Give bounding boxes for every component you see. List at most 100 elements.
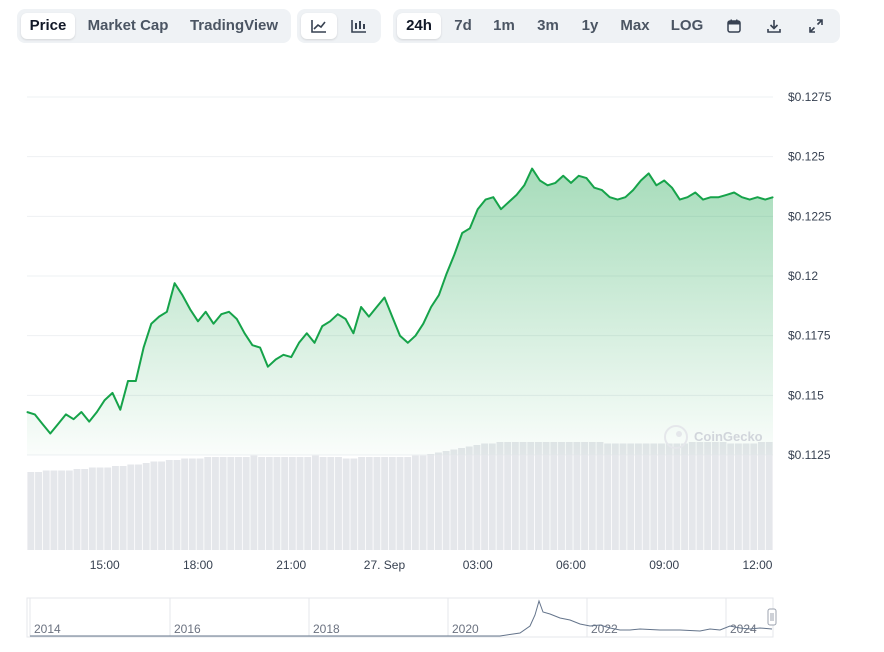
tab-tradingview[interactable]: TradingView — [189, 17, 279, 34]
price-point — [547, 184, 549, 186]
volume-bar — [235, 457, 242, 550]
volume-bar — [473, 445, 481, 550]
x-tick-label: 21:00 — [276, 558, 306, 572]
price-point — [710, 196, 712, 198]
log-scale-toggle[interactable]: LOG — [670, 17, 704, 34]
navigator-year-label: 2018 — [313, 622, 340, 636]
volume-bar — [704, 442, 712, 550]
x-tick-label: 27. Sep — [364, 558, 406, 572]
volume-bar — [604, 443, 612, 550]
date-range-button[interactable] — [717, 13, 751, 39]
price-point — [96, 411, 98, 413]
volume-bar — [534, 442, 542, 550]
price-point — [663, 179, 665, 182]
price-point — [135, 380, 137, 382]
range-1y[interactable]: 1y — [581, 17, 599, 34]
range-7d[interactable]: 7d — [454, 17, 472, 34]
price-point — [453, 253, 455, 256]
watermark-text: CoinGecko — [694, 429, 763, 444]
volume-bar — [758, 442, 765, 550]
candlestick-button[interactable] — [341, 13, 377, 39]
volume-bar — [673, 443, 681, 550]
tab-price[interactable]: Price — [21, 13, 75, 39]
volume-bar — [627, 443, 635, 550]
navigator-year-label: 2016 — [174, 622, 201, 636]
price-point — [500, 208, 502, 210]
price-point — [733, 191, 735, 194]
price-point — [166, 311, 168, 313]
price-point — [562, 175, 564, 177]
volume-bar — [742, 443, 750, 550]
price-point — [694, 191, 696, 194]
price-point — [65, 413, 67, 416]
y-tick-label: $0.125 — [788, 150, 825, 164]
price-point — [189, 308, 191, 311]
price-point — [671, 187, 673, 189]
price-point — [41, 423, 44, 425]
navigator-year-label: 2020 — [452, 622, 479, 636]
price-point — [376, 306, 378, 308]
range-1m[interactable]: 1m — [493, 17, 515, 34]
x-tick-label: 06:00 — [556, 558, 586, 572]
x-axis-labels: 15:00 18:00 21:00 27. Sep 03:00 06:00 09:00 12:… — [90, 558, 773, 572]
line-chart-button[interactable] — [301, 13, 337, 39]
y-tick-label: $0.115 — [788, 388, 824, 402]
download-button[interactable] — [757, 13, 791, 39]
volume-bar — [681, 443, 689, 550]
volume-bar — [596, 442, 604, 550]
price-point — [345, 318, 347, 320]
price-point — [616, 199, 619, 201]
volume-bar — [634, 443, 642, 550]
volume-bar — [127, 464, 135, 550]
price-point — [601, 189, 603, 191]
price-point — [88, 420, 90, 423]
price-point — [181, 294, 184, 296]
price-point — [150, 323, 152, 325]
range-24h[interactable]: 24h — [397, 13, 441, 39]
volume-bar — [111, 466, 119, 550]
price-point — [640, 179, 642, 182]
volume-bar — [435, 452, 442, 550]
price-point — [267, 366, 269, 368]
price-area — [26, 167, 774, 455]
price-point — [531, 168, 533, 170]
volume-bar — [265, 457, 273, 550]
volume-bar — [242, 457, 250, 550]
price-point — [430, 306, 432, 308]
volume-bar — [358, 457, 365, 550]
watermark: CoinGecko — [664, 425, 763, 449]
price-point — [679, 199, 681, 201]
volume-bar — [273, 457, 281, 550]
fullscreen-button[interactable] — [799, 13, 833, 39]
range-max[interactable]: Max — [620, 17, 650, 34]
range-3m[interactable]: 3m — [537, 17, 559, 34]
price-point — [741, 196, 743, 198]
range-navigator[interactable]: 2014 2016 2018 2020 2022 2024 — [26, 597, 777, 638]
price-point — [329, 320, 331, 322]
volume-bar — [142, 463, 150, 550]
navigator-handle[interactable] — [767, 608, 777, 626]
price-point — [313, 342, 316, 344]
price-point — [609, 196, 611, 198]
price-point — [554, 182, 557, 184]
price-point — [34, 413, 36, 416]
volume-bar — [765, 442, 773, 550]
volume-bar — [296, 457, 304, 550]
volume-bar — [527, 442, 535, 550]
price-point — [251, 344, 253, 346]
volume-bar — [696, 442, 704, 550]
price-point — [212, 323, 215, 325]
candlestick-icon — [351, 20, 366, 33]
volume-bar — [219, 457, 227, 550]
x-tick-label: 18:00 — [183, 558, 213, 572]
tab-market-cap[interactable]: Market Cap — [87, 17, 169, 34]
volume-bar — [750, 443, 758, 550]
price-point — [119, 409, 121, 411]
y-tick-label: $0.1125 — [788, 448, 831, 462]
volume-bar — [711, 442, 719, 550]
price-point — [26, 411, 28, 413]
volume-bar — [565, 442, 573, 550]
volume-bar — [81, 469, 89, 550]
volume-bar — [96, 467, 104, 550]
